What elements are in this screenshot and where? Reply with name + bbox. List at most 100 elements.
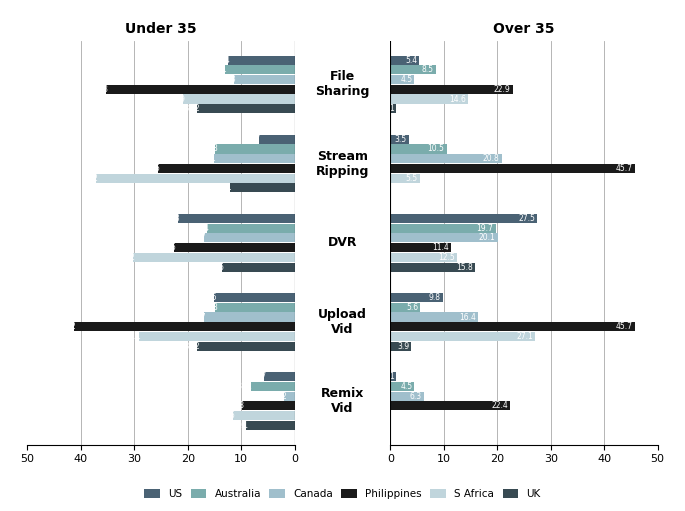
Bar <box>234 75 295 84</box>
Bar <box>390 164 634 173</box>
Text: 16.4: 16.4 <box>192 224 209 233</box>
Text: 20.1: 20.1 <box>479 234 496 242</box>
Text: Upload
Vid: Upload Vid <box>318 308 367 336</box>
Bar <box>390 332 535 341</box>
Bar <box>183 95 295 104</box>
Bar <box>390 322 634 331</box>
Bar <box>390 293 443 302</box>
Text: 37.2: 37.2 <box>81 174 98 182</box>
Text: 45.7: 45.7 <box>616 322 632 331</box>
Bar <box>75 322 295 331</box>
Text: 17: 17 <box>196 234 206 242</box>
Text: 20.9: 20.9 <box>168 95 185 104</box>
Bar <box>197 342 295 351</box>
Bar <box>230 183 295 193</box>
Bar <box>390 214 537 223</box>
Text: 12.1: 12.1 <box>215 183 232 193</box>
Text: 29.1: 29.1 <box>125 332 141 341</box>
Bar <box>197 104 295 113</box>
Bar <box>390 243 451 252</box>
Bar <box>259 135 295 144</box>
Bar <box>222 263 295 272</box>
Bar <box>390 56 419 64</box>
Text: DVR: DVR <box>327 236 358 249</box>
Text: 20.8: 20.8 <box>483 154 499 163</box>
Text: 15: 15 <box>207 293 216 302</box>
Bar <box>139 332 295 341</box>
Bar <box>158 164 295 173</box>
Bar <box>106 85 295 94</box>
Text: 18.2: 18.2 <box>183 342 199 351</box>
Text: 13.6: 13.6 <box>207 263 224 271</box>
Text: 1: 1 <box>389 372 394 381</box>
Text: 3.5: 3.5 <box>395 135 407 144</box>
Text: 18.2: 18.2 <box>183 104 199 113</box>
Bar <box>390 95 469 104</box>
Text: 4.5: 4.5 <box>400 75 412 84</box>
Bar <box>390 401 510 410</box>
Text: 10.5: 10.5 <box>427 145 445 153</box>
Text: 25.5: 25.5 <box>144 164 160 173</box>
Bar <box>390 342 411 351</box>
Text: 5.4: 5.4 <box>405 56 417 64</box>
Bar <box>390 145 447 153</box>
Bar <box>251 382 295 391</box>
Text: 6.3: 6.3 <box>410 391 422 401</box>
Text: 15.1: 15.1 <box>199 154 216 163</box>
Text: 14.8: 14.8 <box>201 145 218 153</box>
Text: 27.1: 27.1 <box>516 332 533 341</box>
Text: 3.9: 3.9 <box>397 342 409 351</box>
Text: 8.5: 8.5 <box>422 65 434 74</box>
Bar <box>390 85 513 94</box>
Text: 17: 17 <box>196 313 206 321</box>
Text: 22.9: 22.9 <box>494 85 510 94</box>
Bar <box>390 75 414 84</box>
Text: 35.3: 35.3 <box>91 85 108 94</box>
Bar <box>228 56 295 64</box>
Text: 9.1: 9.1 <box>236 421 248 430</box>
Text: 13.1: 13.1 <box>210 65 227 74</box>
Text: 22.4: 22.4 <box>491 402 508 410</box>
Text: 2: 2 <box>282 391 286 401</box>
Text: 9.8: 9.8 <box>232 402 245 410</box>
Bar <box>246 421 295 430</box>
Bar <box>264 372 295 381</box>
Bar <box>214 293 295 302</box>
Text: 4.5: 4.5 <box>400 382 412 391</box>
Text: Remix
Vid: Remix Vid <box>321 387 364 415</box>
Title: Under 35: Under 35 <box>125 21 197 36</box>
Bar <box>390 174 420 183</box>
Text: 11.6: 11.6 <box>218 411 235 420</box>
Bar <box>390 135 409 144</box>
Text: 27.5: 27.5 <box>519 214 535 223</box>
Text: File
Sharing: File Sharing <box>315 71 370 99</box>
Bar <box>390 154 501 163</box>
Bar <box>178 214 295 223</box>
Bar <box>390 65 436 75</box>
Bar <box>207 224 295 233</box>
Text: 5.7: 5.7 <box>254 372 266 381</box>
Text: 6.7: 6.7 <box>249 135 261 144</box>
Bar <box>390 224 496 233</box>
Text: 5.6: 5.6 <box>406 303 419 312</box>
Text: 9.8: 9.8 <box>429 293 440 302</box>
Bar <box>284 391 295 401</box>
Bar <box>242 401 295 410</box>
Title: Over 35: Over 35 <box>493 21 555 36</box>
Text: 12.5: 12.5 <box>438 253 455 262</box>
Bar <box>390 253 458 262</box>
Bar <box>390 391 424 401</box>
Text: 5.5: 5.5 <box>406 174 418 182</box>
Text: 45.7: 45.7 <box>616 164 632 173</box>
Bar <box>390 263 475 272</box>
Text: 21.8: 21.8 <box>164 214 180 223</box>
Bar <box>390 382 414 391</box>
Bar <box>225 65 295 75</box>
Text: 19.7: 19.7 <box>477 224 494 233</box>
Bar <box>390 312 478 321</box>
Bar <box>133 253 295 262</box>
Legend: US, Australia, Canada, Philippines, S Africa, UK: US, Australia, Canada, Philippines, S Af… <box>140 485 545 503</box>
Bar <box>203 234 295 242</box>
Bar <box>96 174 295 183</box>
Text: 30.2: 30.2 <box>119 253 136 262</box>
